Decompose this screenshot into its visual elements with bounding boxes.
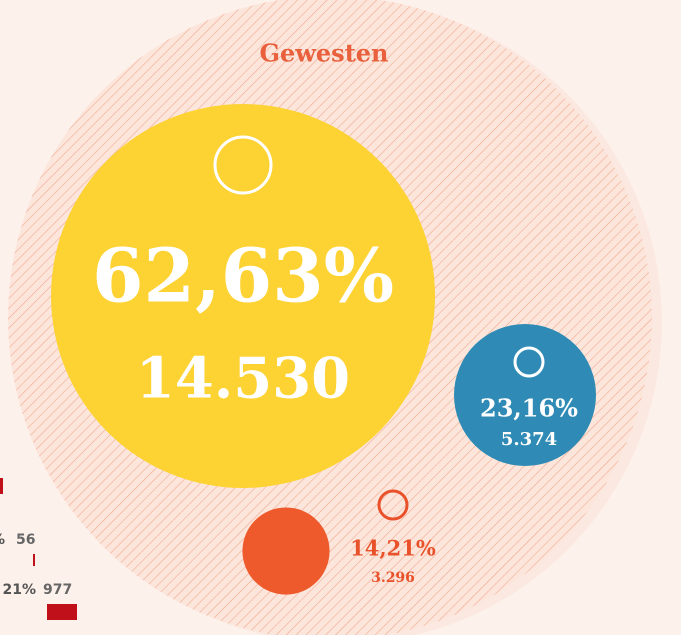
side-bar xyxy=(33,554,35,566)
region-icon xyxy=(377,489,409,521)
side-bar-fragment xyxy=(0,478,3,494)
percent-label: 14,21% xyxy=(350,536,436,561)
count-label: 5.374 xyxy=(501,429,557,450)
region-icon xyxy=(513,346,545,378)
side-value: 56 xyxy=(16,532,35,548)
side-label: % xyxy=(0,532,5,548)
count-label: 14.530 xyxy=(136,346,350,412)
bubble xyxy=(51,104,435,488)
bubble xyxy=(454,324,596,466)
count-label: 3.296 xyxy=(371,570,415,586)
side-label: 21% xyxy=(2,582,36,598)
percent-label: 62,63% xyxy=(92,234,394,320)
bubble xyxy=(242,507,330,595)
percent-label: 23,16% xyxy=(480,394,578,423)
side-bar xyxy=(47,604,77,620)
chart-title: Gewesten xyxy=(259,39,388,68)
region-icon xyxy=(213,135,273,195)
side-value: 977 xyxy=(43,582,72,598)
